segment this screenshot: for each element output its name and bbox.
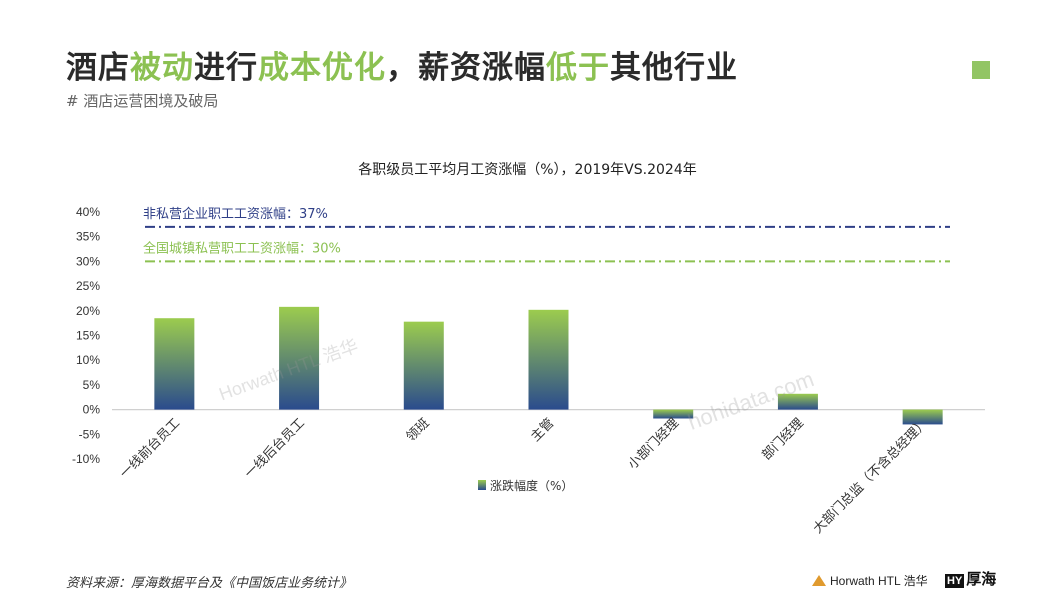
bar [777,393,818,410]
y-tick-label: 20% [76,304,100,318]
x-tick-label: 部门经理 [759,416,806,463]
page-subtitle: # 酒店运营困境及破局 [66,92,219,110]
title-part-2: 进行 [194,50,258,86]
page-title: 酒店被动进行成本优化，薪资涨幅低于其他行业 [66,42,738,87]
title-part-0: 酒店 [66,50,130,86]
reference-line-label-0: 非私营企业职工工资涨幅：37% [143,206,328,222]
legend-label: 涨跌幅度（%） [490,478,573,493]
x-tick-label: 一线后台员工 [242,416,308,482]
legend-swatch [478,480,486,490]
title-part-1: 被动 [130,50,194,86]
title-part-6: 其他行业 [610,50,738,86]
x-tick-label: 小部门经理 [625,416,682,473]
y-tick-label: -10% [72,452,100,466]
x-tick-label: 大部门总监（不含总经理） [810,415,932,537]
bar [403,321,444,410]
x-tick-label: 一线前台员工 [117,415,183,481]
chart-title: 各职级员工平均月工资涨幅（%），2019年VS.2024年 [358,162,697,178]
y-tick-label: 0% [83,403,101,417]
y-tick-label: -5% [79,427,101,441]
horwath-logo-icon [812,575,826,586]
title-part-4: ，薪资涨幅 [386,50,546,86]
bar [902,409,943,425]
hohi-logo: HY 厚海 [945,568,996,589]
source-note: 资料来源：厚海数据平台及《中国饭店业务统计》 [66,576,353,591]
horwath-logo: Horwath HTL 浩华 [812,572,928,589]
horwath-logo-text: Horwath HTL 浩华 [830,574,928,588]
hohi-logo-icon: HY [945,574,965,588]
bar [528,309,569,410]
y-tick-label: 5% [83,378,101,392]
bar [279,306,320,410]
title-part-3: 成本优化 [258,50,386,86]
bar [653,409,694,419]
hohi-logo-text: 厚海 [966,571,997,588]
y-tick-label: 15% [76,329,100,343]
x-tick-label: 领班 [404,416,433,445]
y-tick-label: 10% [76,353,100,367]
x-tick-label: 主管 [528,416,557,445]
title-part-5: 低于 [546,50,610,86]
bar [154,318,195,410]
y-tick-label: 35% [76,230,100,244]
reference-line-label-1: 全国城镇私营职工工资涨幅：30% [143,240,341,256]
y-tick-label: 30% [76,254,100,268]
y-tick-label: 40% [76,205,100,219]
corner-accent [972,61,990,79]
y-tick-label: 25% [76,279,100,293]
